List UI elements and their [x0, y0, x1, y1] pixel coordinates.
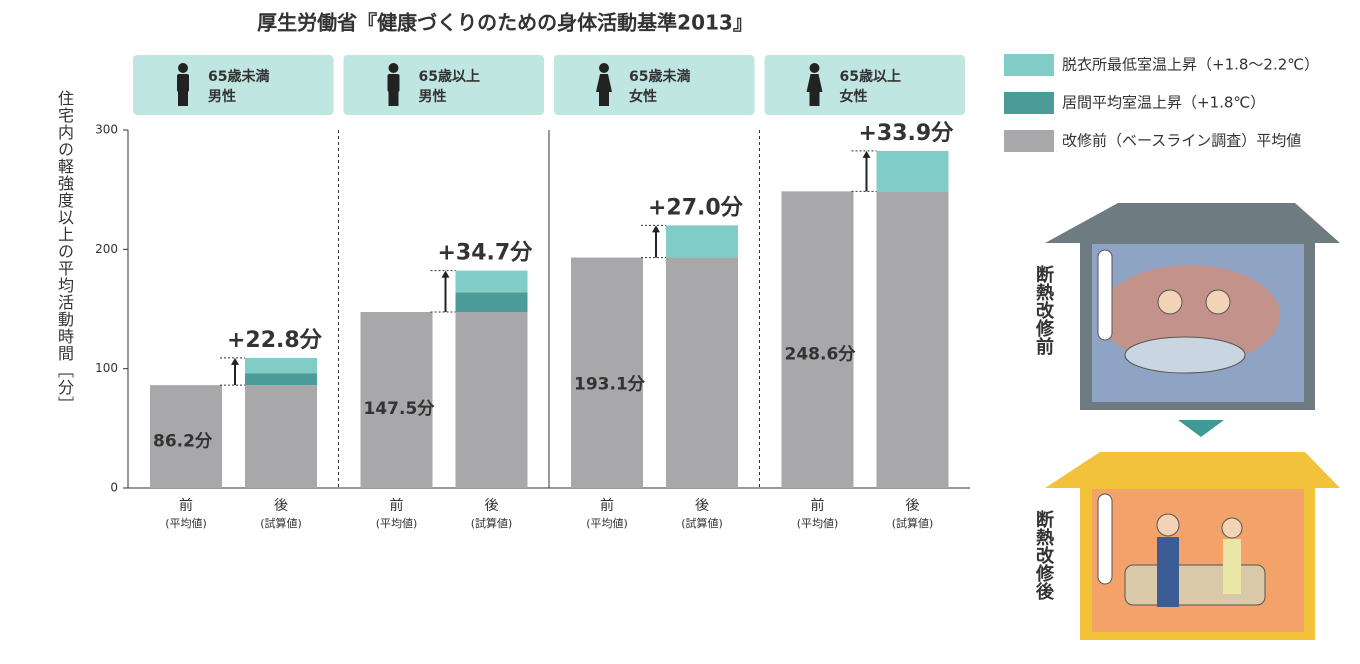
legend-label: 改修前（ベースライン調査）平均値: [1062, 132, 1301, 150]
x-tick-label: 前: [390, 497, 404, 514]
person-icon: [596, 74, 612, 92]
group-header: [343, 55, 544, 115]
bar: [150, 385, 222, 488]
y-tick-label: 0: [110, 481, 118, 495]
person-icon: [178, 90, 188, 106]
x-tick-label: 後: [695, 498, 709, 514]
person-icon: [388, 63, 399, 73]
x-tick-label: 後: [906, 498, 920, 514]
x-tick-label: 後: [274, 498, 288, 514]
group-label: 女性: [840, 88, 868, 105]
bar-segment: [245, 373, 317, 386]
group-label: 65歳以上: [840, 68, 901, 85]
bar-segment: [455, 311, 528, 488]
x-tick-label: 前: [811, 497, 825, 514]
x-tick-sub: (試算値): [892, 516, 934, 530]
legend-swatch: [1004, 92, 1054, 114]
x-tick-sub: (平均値): [376, 516, 418, 530]
person-icon: [388, 90, 399, 106]
y-tick-label: 100: [95, 361, 118, 375]
value-label: 248.6分: [785, 345, 857, 365]
bar: [571, 257, 643, 488]
person-icon: [177, 74, 189, 92]
arrow-head: [231, 357, 239, 365]
group-header: [133, 55, 334, 115]
increase-label: +27.0分: [648, 195, 744, 220]
y-tick-label: 300: [95, 123, 118, 137]
bar-segment: [455, 270, 528, 293]
legend-swatch: [1004, 54, 1054, 76]
y-axis-label: 住宅内の軽強度以上の平均活動時間［分］: [55, 90, 74, 413]
value-label: 147.5分: [364, 399, 436, 419]
person-icon: [809, 90, 820, 106]
arrow-down: [1178, 420, 1224, 437]
bar-segment: [245, 385, 317, 488]
group-label: 男性: [419, 88, 447, 105]
bar-segment: [876, 150, 949, 192]
group-label: 男性: [208, 88, 236, 105]
arrow-head: [652, 225, 660, 233]
increase-label: +34.7分: [438, 241, 534, 266]
person-icon: [599, 90, 609, 106]
person-icon: [806, 74, 823, 92]
group-label: 65歳未満: [629, 68, 690, 85]
house-label: 断熱改修前: [1033, 265, 1054, 355]
x-tick-sub: (試算値): [260, 516, 302, 530]
legend-swatch: [1004, 130, 1054, 152]
bar-segment: [455, 292, 528, 312]
bar-segment: [245, 357, 317, 374]
chart-title: 厚生労働省『健康づくりのための身体活動基準2013』: [257, 11, 753, 35]
x-tick-label: 前: [600, 497, 614, 514]
value-label: 86.2分: [153, 432, 213, 452]
arrow-head: [441, 270, 450, 278]
group-header: [764, 55, 965, 115]
bar: [360, 311, 433, 488]
group-label: 65歳以上: [419, 68, 480, 85]
person-icon: [599, 63, 609, 73]
person-icon: [178, 63, 188, 73]
bar: [781, 191, 854, 488]
x-tick-sub: (平均値): [165, 516, 207, 530]
person-icon: [809, 63, 820, 73]
house-label: 断熱改修後: [1033, 510, 1054, 600]
group-header: [554, 55, 755, 115]
x-tick-sub: (試算値): [681, 516, 723, 530]
group-label: 女性: [629, 88, 657, 105]
house-after: [1045, 452, 1340, 640]
x-tick-label: 後: [485, 498, 499, 514]
bar-segment: [876, 191, 949, 488]
increase-label: +22.8分: [227, 328, 323, 353]
legend-label: 脱衣所最低室温上昇（+1.8〜2.2℃）: [1062, 56, 1319, 74]
y-tick-label: 200: [95, 242, 118, 256]
value-label: 193.1分: [574, 374, 646, 394]
arrow-head: [862, 150, 871, 158]
bar-segment: [666, 225, 738, 258]
house-before: [1045, 203, 1340, 410]
bar-segment: [666, 257, 738, 488]
x-tick-label: 前: [179, 497, 193, 514]
x-tick-sub: (平均値): [586, 516, 628, 530]
person-icon: [387, 74, 400, 92]
x-tick-sub: (平均値): [797, 516, 839, 530]
increase-label: +33.9分: [859, 121, 955, 146]
legend-label: 居間平均室温上昇（+1.8℃）: [1062, 94, 1265, 112]
x-tick-sub: (試算値): [471, 516, 513, 530]
group-label: 65歳未満: [208, 68, 269, 85]
